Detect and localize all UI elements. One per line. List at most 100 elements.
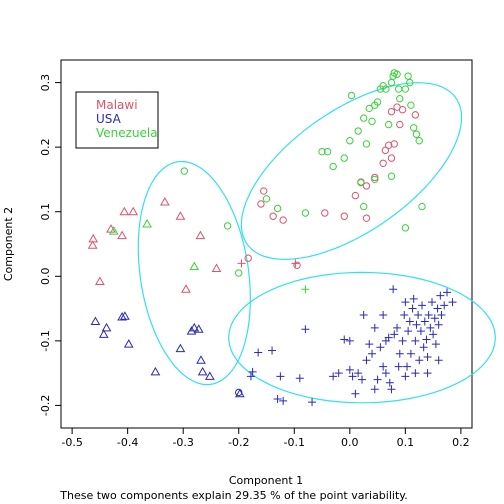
- usa-triangle-point: [204, 371, 215, 380]
- malawi-circle-point: [362, 214, 371, 222]
- usa-plus-point: [433, 304, 442, 313]
- usa-plus-point: [379, 311, 388, 320]
- points-layer: [87, 69, 457, 407]
- legend-label-malawi: Malawi: [96, 98, 138, 112]
- malawi-circle-point: [384, 141, 393, 149]
- venezuela-circle-point: [418, 202, 426, 211]
- venezuela-plus-point: [301, 285, 310, 294]
- venezuela-circle-point: [394, 85, 403, 93]
- venezuela-circle-point: [373, 98, 382, 106]
- usa-plus-point: [400, 311, 409, 320]
- malawi-circle-point: [411, 111, 420, 119]
- malawi-triangle-point: [128, 206, 139, 216]
- malawi-circle-point: [244, 254, 252, 262]
- usa-plus-point: [273, 394, 282, 403]
- usa-plus-point: [345, 365, 354, 374]
- usa-plus-point: [390, 330, 399, 339]
- venezuela-circle-point: [412, 130, 421, 138]
- venezuela-circle-point: [323, 147, 332, 156]
- y-axis-label: Component 2: [2, 207, 15, 281]
- venezuela-circle-point: [340, 154, 348, 162]
- usa-plus-point: [434, 356, 443, 365]
- malawi-circle-point: [379, 159, 387, 167]
- usa-plus-point: [385, 378, 394, 387]
- usa-plus-point: [334, 369, 343, 378]
- venezuela-circle-point: [393, 70, 401, 78]
- usa-triangle-point: [120, 311, 130, 320]
- usa-plus-point: [416, 327, 425, 336]
- malawi-circle-point: [293, 261, 301, 270]
- malawi-circle-point: [279, 216, 287, 224]
- venezuela-circle-point: [401, 85, 410, 93]
- usa-plus-point: [404, 327, 413, 336]
- usa-plus-point: [295, 374, 304, 383]
- venezuela-circle-point: [401, 224, 410, 232]
- venezuela-circle-point: [223, 222, 232, 230]
- usa-plus-point: [348, 372, 357, 381]
- usa-plus-point: [329, 372, 338, 381]
- y-tick-label: -0.1: [39, 330, 52, 351]
- usa-plus-point: [351, 389, 360, 398]
- usa-plus-point: [431, 340, 440, 349]
- usa-plus-point: [246, 372, 255, 381]
- x-tick-label: 0.0: [341, 436, 359, 449]
- usa-plus-point: [345, 336, 354, 345]
- usa-plus-point: [419, 343, 428, 352]
- x-tick-label: -0.5: [61, 436, 82, 449]
- usa-plus-point: [428, 298, 437, 307]
- usa-plus-point: [423, 369, 432, 378]
- usa-triangle-point: [196, 355, 206, 364]
- venezuela-circle-point: [273, 204, 282, 213]
- usa-plus-point: [401, 298, 410, 307]
- venezuela-triangle-point: [189, 261, 200, 271]
- malawi-triangle-point: [175, 211, 186, 220]
- usa-plus-point: [370, 323, 379, 332]
- usa-plus-point: [415, 356, 424, 365]
- usa-plus-point: [443, 288, 452, 297]
- usa-plus-point: [395, 349, 404, 358]
- venezuela-circle-point: [354, 127, 362, 135]
- usa-plus-point: [308, 398, 317, 407]
- usa-plus-point: [406, 349, 415, 358]
- malawi-circle-point: [390, 140, 398, 148]
- y-tick-label: -0.2: [39, 395, 52, 416]
- usa-plus-point: [424, 311, 433, 320]
- usa-plus-point: [420, 317, 429, 326]
- usa-plus-point: [426, 323, 435, 332]
- malawi-circle-point: [396, 120, 404, 129]
- y-tick-label: 0.0: [39, 268, 52, 286]
- usa-plus-point: [354, 369, 363, 378]
- usa-plus-point: [405, 317, 414, 326]
- malawi-triangle-point: [87, 240, 98, 249]
- venezuela-circle-point: [359, 114, 368, 122]
- usa-plus-point: [373, 375, 382, 384]
- malawi-circle-point: [387, 154, 396, 162]
- venezuela-circle-point: [396, 95, 404, 103]
- venezuela-circle-point: [365, 104, 373, 113]
- malawi-circle-point: [257, 200, 265, 208]
- usa-triangle-point: [90, 316, 101, 325]
- x-tick-label: -0.1: [284, 436, 305, 449]
- venezuela-circle-point: [346, 137, 354, 145]
- y-tick-label: 0.3: [39, 74, 52, 92]
- usa-plus-point: [423, 352, 432, 361]
- usa-triangle-point: [117, 311, 127, 321]
- usa-plus-point: [381, 369, 390, 378]
- usa-triangle-point: [101, 322, 112, 332]
- usa-plus-point: [409, 294, 418, 303]
- venezuela-circle-point: [387, 172, 396, 180]
- usa-plus-point: [379, 362, 388, 371]
- usa-plus-point: [389, 285, 398, 294]
- usa-triangle-point: [150, 366, 161, 376]
- malawi-circle-point: [340, 212, 348, 220]
- venezuela-circle-point: [389, 72, 397, 80]
- malawi-circle-point: [321, 209, 329, 217]
- usa-plus-point: [254, 348, 263, 357]
- legend-box: [75, 91, 159, 149]
- usa-plus-point: [359, 311, 368, 320]
- venezuela-circle-point: [404, 72, 412, 80]
- y-axis: -0.2 -0.1 0.0 0.1 0.2 0.3: [39, 74, 61, 416]
- venezuela-circle-point: [359, 202, 368, 211]
- malawi-circle-point: [381, 146, 390, 155]
- malawi-circle-point: [387, 107, 396, 116]
